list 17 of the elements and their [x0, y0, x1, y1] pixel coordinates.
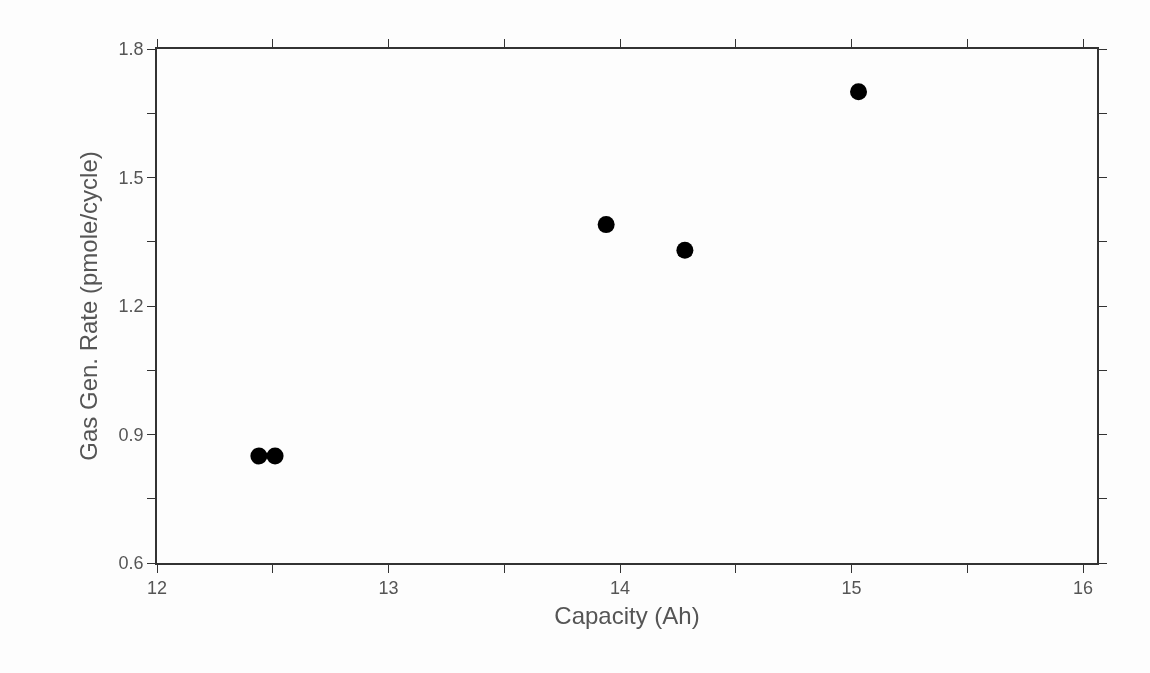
y-tick-label: 0.9 — [118, 424, 144, 445]
point — [250, 447, 268, 465]
x-tick-label: 15 — [841, 578, 862, 599]
x-tick-label: 12 — [146, 578, 168, 599]
y-tick-label: 0.6 — [118, 553, 144, 574]
x-tick-label: 14 — [610, 578, 631, 599]
y-tick-label: 1.5 — [118, 167, 144, 188]
point — [597, 216, 615, 234]
point — [850, 83, 868, 101]
x-axis-title: Capacity (Ah) — [554, 602, 700, 630]
x-tick-label: 13 — [378, 578, 399, 599]
y-axis-title: Gas Gen. Rate (pmole/cycle) — [75, 151, 103, 461]
point — [266, 447, 284, 465]
x-tick-label: 16 — [1073, 578, 1094, 599]
y-tick-label: 1.2 — [118, 296, 144, 317]
y-tick-label: 1.8 — [118, 39, 144, 60]
point — [676, 241, 694, 259]
